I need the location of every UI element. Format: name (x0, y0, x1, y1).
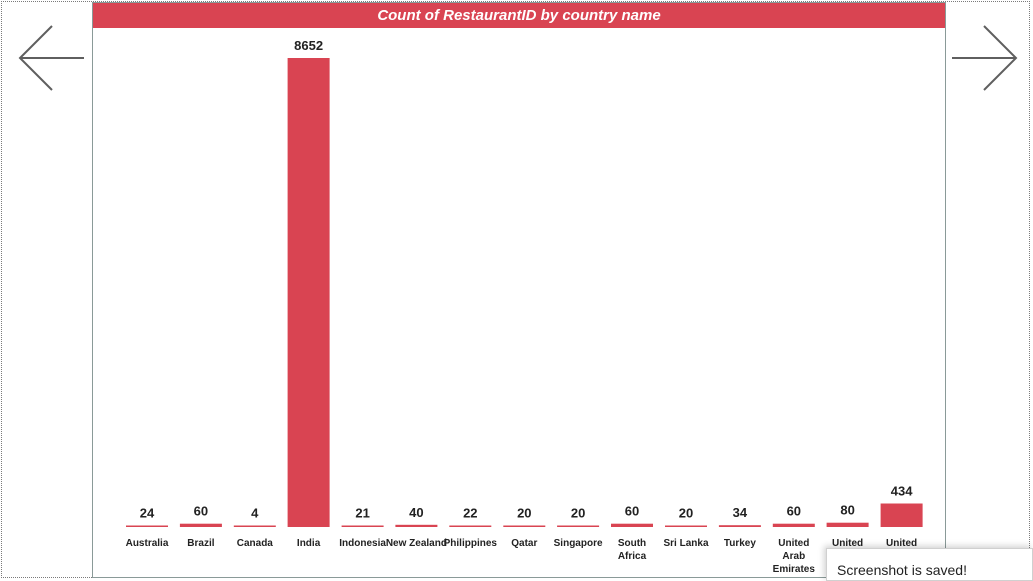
arrow-right-icon (952, 25, 1018, 91)
data-label: 20 (571, 506, 585, 521)
x-tick-label: Turkey (724, 538, 756, 549)
data-label: 60 (194, 504, 208, 519)
previous-page-button[interactable] (16, 24, 86, 94)
x-tick-label: Australia (126, 538, 169, 549)
x-tick-label: Indonesia (339, 538, 386, 549)
x-tick-label: India (297, 538, 321, 549)
chart-panel[interactable]: Count of RestaurantID by country name 24… (92, 2, 946, 578)
x-tick-label: Sri Lanka (663, 538, 708, 549)
x-tick-label: Brazil (187, 538, 214, 549)
x-tick-label: Canada (237, 538, 274, 549)
x-tick-label: Philippines (444, 538, 498, 549)
data-label: 20 (679, 506, 693, 521)
data-label: 4 (251, 506, 259, 521)
data-label: 20 (517, 506, 531, 521)
arrow-left-icon (18, 25, 84, 91)
bar[interactable] (395, 524, 438, 527)
bar[interactable] (449, 525, 492, 528)
toast-message: Screenshot is saved! (837, 562, 967, 578)
chart-title: Count of RestaurantID by country name (93, 3, 945, 28)
bar[interactable] (772, 523, 815, 527)
bar[interactable] (611, 523, 653, 527)
bar[interactable] (557, 525, 600, 528)
data-label: 21 (355, 506, 369, 521)
bar[interactable] (287, 58, 330, 527)
x-tick-label: United (832, 538, 863, 549)
bar[interactable] (341, 525, 384, 528)
x-tick-label: Qatar (511, 538, 537, 549)
bar[interactable] (665, 525, 707, 528)
data-label: 8652 (294, 38, 323, 53)
screenshot-toast: Screenshot is saved! (826, 548, 1033, 581)
x-tick-label: South Africa (618, 538, 647, 562)
x-tick-label: United Arab Emirates (773, 538, 816, 575)
data-label: 60 (625, 504, 639, 519)
data-label: 24 (140, 506, 155, 521)
x-tick-label: New Zealand (386, 538, 447, 549)
bar[interactable] (126, 525, 168, 528)
bar[interactable] (880, 503, 923, 528)
bar-chart: 24 Australia 60 Brazil 4 Canada 8652 India 21 Ind… (126, 38, 923, 575)
bar[interactable] (718, 525, 761, 527)
bar[interactable] (503, 525, 546, 528)
data-label: 434 (891, 484, 913, 499)
data-label: 60 (787, 504, 801, 519)
data-label: 80 (840, 503, 854, 518)
data-label: 34 (733, 505, 748, 520)
data-label: 22 (463, 506, 477, 521)
bar[interactable] (826, 522, 869, 527)
data-label: 40 (409, 505, 423, 520)
bar[interactable] (179, 523, 222, 527)
x-tick-label: Singapore (554, 538, 603, 549)
x-tick-label: United (886, 538, 917, 549)
bar[interactable] (233, 525, 276, 528)
next-page-button[interactable] (950, 24, 1020, 94)
